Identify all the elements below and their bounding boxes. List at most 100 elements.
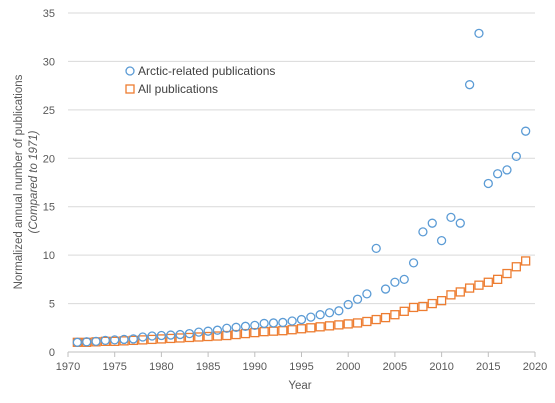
data-point-arctic-publications — [166, 330, 176, 340]
data-point-arctic-publications — [259, 318, 269, 329]
legend-item-arctic: Arctic-related publications — [125, 64, 275, 78]
data-point-arctic-publications — [128, 334, 139, 344]
data-point-arctic-publications — [306, 312, 316, 322]
data-point-all-publications — [222, 330, 232, 341]
data-point-arctic-publications — [492, 169, 503, 179]
data-point-all-publications — [156, 334, 167, 344]
data-point-arctic-publications — [521, 126, 531, 136]
data-point-all-publications — [278, 326, 288, 336]
data-point-all-publications — [203, 331, 213, 342]
x-axis-title: Year — [288, 380, 311, 392]
data-point-all-publications — [250, 327, 260, 338]
data-point-all-publications — [483, 277, 493, 287]
data-point-all-publications — [138, 335, 148, 345]
data-point-all-publications — [464, 283, 475, 293]
x-tick-label: 1975 — [102, 361, 126, 373]
data-point-arctic-publications — [474, 28, 484, 38]
data-point-arctic-publications — [418, 227, 428, 237]
x-tick-label: 1990 — [243, 361, 267, 373]
data-point-all-publications — [334, 320, 344, 330]
data-points — [72, 28, 531, 347]
data-point-arctic-publications — [72, 337, 82, 347]
data-point-arctic-publications — [380, 284, 391, 294]
data-point-all-publications — [380, 312, 391, 323]
data-point-arctic-publications — [110, 335, 120, 345]
data-point-all-publications — [521, 256, 531, 266]
x-tick-label: 1985 — [196, 361, 220, 373]
x-tick-label: 2000 — [336, 361, 360, 373]
data-point-all-publications — [194, 332, 204, 342]
y-axis-subtitle: (Compared to 1971) — [28, 130, 40, 233]
x-tick-label: 1970 — [56, 361, 80, 373]
data-point-all-publications — [390, 310, 400, 320]
data-point-arctic-publications — [212, 325, 223, 335]
data-point-arctic-publications — [324, 308, 335, 318]
x-tick-labels: 1970 1975 1980 1985 1990 1995 2000 2005 2010 2015… — [56, 361, 547, 373]
axes — [67, 351, 536, 357]
data-point-arctic-publications — [91, 336, 101, 346]
data-point-arctic-publications — [511, 151, 521, 161]
data-point-arctic-publications — [446, 212, 456, 223]
legend-label-arctic: Arctic-related publications — [138, 64, 275, 78]
data-point-all-publications — [166, 333, 176, 344]
data-point-arctic-publications — [408, 258, 419, 268]
data-point-all-publications — [436, 296, 447, 306]
data-point-arctic-publications — [362, 289, 372, 299]
legend-item-all: All publications — [125, 82, 218, 96]
data-point-all-publications — [324, 321, 335, 331]
legend-marker-circle-icon — [125, 66, 135, 76]
data-point-all-publications — [296, 324, 307, 334]
y-tick-label: 0 — [49, 347, 55, 359]
data-point-arctic-publications — [296, 314, 307, 325]
data-point-arctic-publications — [175, 329, 185, 340]
data-point-arctic-publications — [483, 178, 493, 189]
data-point-all-publications — [212, 331, 223, 341]
x-tick-label: 2005 — [383, 361, 407, 373]
data-point-arctic-publications — [352, 294, 363, 304]
data-point-all-publications — [306, 323, 316, 333]
data-point-arctic-publications — [156, 330, 167, 341]
data-point-arctic-publications — [203, 326, 213, 336]
y-tick-label: 10 — [43, 250, 55, 262]
data-point-arctic-publications — [334, 306, 344, 316]
data-point-all-publications — [287, 325, 297, 335]
x-tick-label: 1980 — [149, 361, 173, 373]
data-point-arctic-publications — [399, 274, 409, 285]
y-tick-label: 30 — [43, 56, 55, 68]
x-tick-label: 1995 — [289, 361, 313, 373]
data-point-all-publications — [231, 329, 241, 340]
data-point-all-publications — [268, 326, 279, 336]
data-point-arctic-publications — [287, 316, 297, 326]
data-point-all-publications — [362, 316, 372, 327]
data-point-all-publications — [343, 319, 353, 329]
data-point-all-publications — [474, 280, 484, 290]
data-point-arctic-publications — [250, 320, 260, 331]
data-point-arctic-publications — [240, 321, 251, 331]
y-tick-label: 35 — [43, 8, 55, 20]
y-tick-labels: 0 5 10 15 20 25 30 35 — [43, 8, 55, 359]
data-point-all-publications — [427, 298, 437, 309]
y-tick-label: 20 — [43, 153, 55, 165]
data-point-arctic-publications — [502, 165, 512, 175]
data-point-all-publications — [502, 268, 512, 279]
legend-label-all: All publications — [138, 82, 218, 96]
data-point-all-publications — [352, 318, 363, 328]
data-point-arctic-publications — [268, 318, 279, 328]
y-tick-label: 5 — [49, 299, 55, 311]
data-point-all-publications — [184, 332, 195, 343]
data-point-arctic-publications — [194, 327, 204, 337]
data-point-arctic-publications — [455, 218, 465, 228]
data-point-all-publications — [175, 333, 185, 343]
data-point-arctic-publications — [371, 243, 381, 254]
data-point-arctic-publications — [82, 337, 92, 347]
data-point-arctic-publications — [138, 332, 148, 342]
data-point-all-publications — [408, 302, 419, 313]
data-point-arctic-publications — [315, 310, 325, 320]
data-point-all-publications — [240, 328, 251, 339]
data-point-arctic-publications — [222, 323, 232, 333]
data-point-all-publications — [511, 262, 521, 272]
data-point-arctic-publications — [147, 331, 157, 341]
gridlines — [68, 12, 535, 305]
y-axis-title: Normalized annual number of publications — [13, 74, 25, 289]
